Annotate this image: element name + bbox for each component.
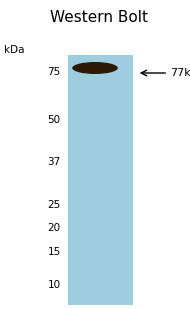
Bar bbox=[68, 55, 133, 305]
Text: 10: 10 bbox=[48, 280, 61, 290]
Text: 75: 75 bbox=[48, 67, 61, 77]
Text: 50: 50 bbox=[48, 115, 61, 125]
Text: kDa: kDa bbox=[4, 45, 24, 55]
Text: Western Bolt: Western Bolt bbox=[50, 11, 148, 26]
Text: 37: 37 bbox=[48, 157, 61, 167]
Text: 15: 15 bbox=[48, 247, 61, 257]
Text: 77kDa: 77kDa bbox=[170, 68, 190, 78]
Text: 20: 20 bbox=[48, 223, 61, 233]
Text: 25: 25 bbox=[48, 200, 61, 210]
Ellipse shape bbox=[72, 62, 118, 74]
